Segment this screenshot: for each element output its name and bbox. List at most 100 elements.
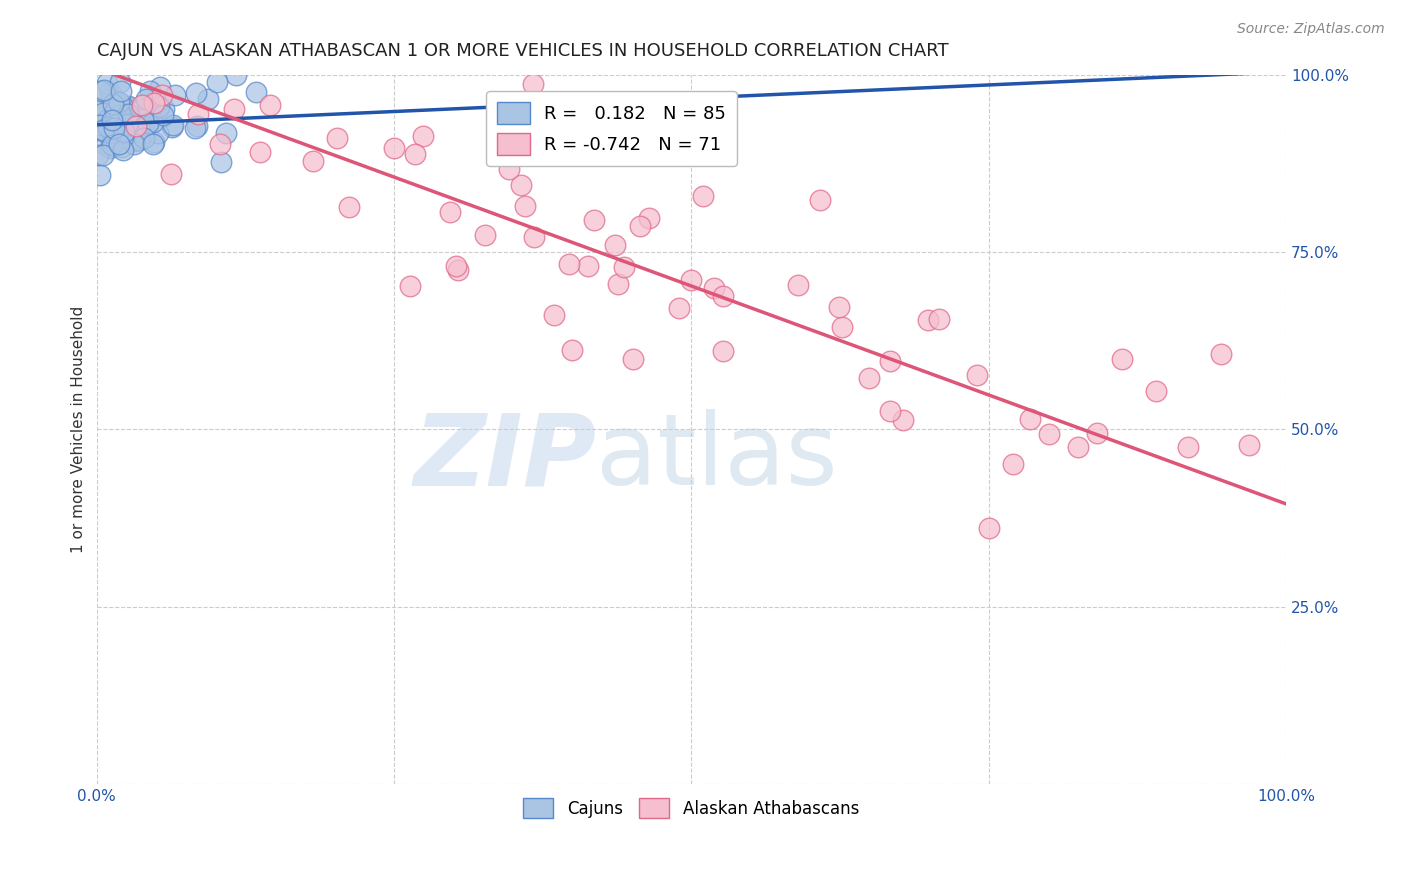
Point bbox=[668, 301, 690, 315]
Point bbox=[100, 91, 122, 105]
Point bbox=[786, 278, 808, 293]
Point bbox=[96, 112, 118, 127]
Point bbox=[188, 54, 211, 68]
Point bbox=[561, 343, 583, 358]
Point bbox=[184, 121, 207, 136]
Point bbox=[858, 370, 880, 384]
Point bbox=[337, 200, 360, 214]
Point bbox=[104, 103, 127, 118]
Text: CAJUN VS ALASKAN ATHABASCAN 1 OR MORE VEHICLES IN HOUSEHOLD CORRELATION CHART: CAJUN VS ALASKAN ATHABASCAN 1 OR MORE VE… bbox=[97, 42, 948, 60]
Point bbox=[108, 95, 131, 109]
Point bbox=[711, 289, 734, 303]
Point bbox=[142, 96, 165, 111]
Point bbox=[1019, 411, 1042, 425]
Point bbox=[245, 85, 267, 99]
Point bbox=[162, 118, 184, 132]
Point bbox=[879, 354, 901, 368]
Point bbox=[412, 129, 434, 144]
Point bbox=[152, 108, 174, 122]
Point bbox=[117, 99, 139, 113]
Point bbox=[112, 125, 135, 139]
Point bbox=[138, 85, 160, 99]
Point bbox=[122, 137, 145, 152]
Point bbox=[162, 120, 184, 135]
Point bbox=[149, 80, 172, 95]
Point bbox=[405, 146, 427, 161]
Point bbox=[1211, 347, 1233, 361]
Point bbox=[108, 137, 131, 152]
Point bbox=[110, 106, 132, 120]
Point bbox=[447, 262, 470, 277]
Point bbox=[703, 281, 725, 295]
Legend: Cajuns, Alaskan Athabascans: Cajuns, Alaskan Athabascans bbox=[517, 791, 866, 825]
Point bbox=[135, 92, 157, 106]
Point bbox=[628, 219, 651, 233]
Point bbox=[187, 107, 209, 121]
Point bbox=[827, 301, 849, 315]
Point bbox=[111, 98, 134, 112]
Point bbox=[513, 198, 536, 212]
Text: atlas: atlas bbox=[596, 409, 838, 507]
Point bbox=[89, 102, 111, 116]
Point bbox=[1001, 458, 1024, 472]
Point bbox=[101, 138, 124, 153]
Point bbox=[382, 141, 405, 155]
Point bbox=[105, 124, 128, 138]
Point bbox=[1085, 425, 1108, 440]
Point bbox=[148, 100, 170, 114]
Point bbox=[129, 102, 152, 116]
Point bbox=[87, 118, 110, 132]
Point bbox=[966, 368, 988, 383]
Point bbox=[510, 178, 533, 193]
Point bbox=[93, 83, 115, 97]
Point bbox=[211, 155, 233, 169]
Point bbox=[186, 119, 208, 133]
Point bbox=[1066, 440, 1088, 454]
Point bbox=[136, 116, 159, 130]
Y-axis label: 1 or more Vehicles in Household: 1 or more Vehicles in Household bbox=[72, 306, 86, 553]
Point bbox=[444, 260, 467, 274]
Point bbox=[87, 148, 110, 162]
Point bbox=[94, 125, 117, 139]
Point bbox=[131, 119, 153, 133]
Point bbox=[558, 257, 581, 271]
Point bbox=[128, 133, 150, 147]
Point bbox=[87, 103, 110, 117]
Point bbox=[1177, 440, 1199, 454]
Point bbox=[104, 112, 127, 127]
Point bbox=[399, 278, 422, 293]
Point bbox=[98, 85, 121, 99]
Point bbox=[207, 75, 229, 89]
Point bbox=[101, 126, 124, 140]
Point bbox=[197, 92, 219, 106]
Point bbox=[117, 117, 139, 131]
Point bbox=[111, 122, 134, 136]
Point bbox=[153, 102, 176, 116]
Point bbox=[104, 133, 127, 147]
Point bbox=[111, 143, 134, 157]
Point bbox=[474, 227, 496, 242]
Point bbox=[288, 54, 311, 68]
Point bbox=[1038, 427, 1060, 442]
Point bbox=[111, 140, 134, 154]
Point bbox=[543, 308, 565, 322]
Point bbox=[108, 95, 131, 110]
Point bbox=[165, 87, 187, 102]
Point bbox=[134, 130, 156, 145]
Point bbox=[112, 130, 135, 145]
Point bbox=[321, 54, 343, 69]
Point bbox=[159, 167, 181, 181]
Point bbox=[124, 134, 146, 148]
Point bbox=[1111, 352, 1133, 367]
Point bbox=[808, 193, 831, 207]
Point bbox=[146, 127, 169, 141]
Point bbox=[97, 120, 120, 134]
Point bbox=[91, 148, 114, 162]
Point bbox=[225, 68, 247, 82]
Point bbox=[606, 277, 628, 291]
Point bbox=[1237, 438, 1260, 452]
Point bbox=[977, 521, 1000, 535]
Point bbox=[121, 118, 143, 132]
Text: ZIP: ZIP bbox=[413, 409, 596, 507]
Point bbox=[917, 312, 939, 326]
